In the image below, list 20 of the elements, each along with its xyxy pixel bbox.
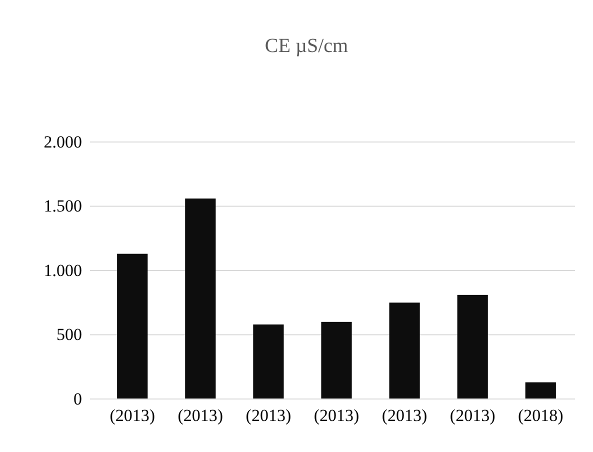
x-tick-label: (2013) (450, 406, 496, 426)
chart-title: CE µS/cm (264, 35, 349, 57)
y-tick-label: 1.500 (44, 196, 82, 216)
y-tick-label: 1.000 (44, 260, 82, 280)
x-tick-label: (2013) (178, 406, 224, 426)
y-tick-label: 2.000 (44, 132, 82, 152)
y-tick-label: 500 (56, 325, 82, 344)
y-tick-label: 0 (74, 389, 82, 408)
x-tick-label: (2013) (110, 406, 156, 426)
x-tick-label: (2013) (314, 406, 360, 426)
bar (321, 322, 352, 399)
x-tick-label: (2013) (246, 406, 292, 426)
x-tick-label: (2018) (518, 406, 564, 426)
bar (185, 198, 216, 399)
bar (389, 302, 420, 399)
bar (525, 382, 556, 399)
bar (457, 294, 488, 399)
bar (253, 324, 284, 399)
x-tick-label: (2013) (382, 406, 428, 426)
bar (117, 254, 148, 399)
